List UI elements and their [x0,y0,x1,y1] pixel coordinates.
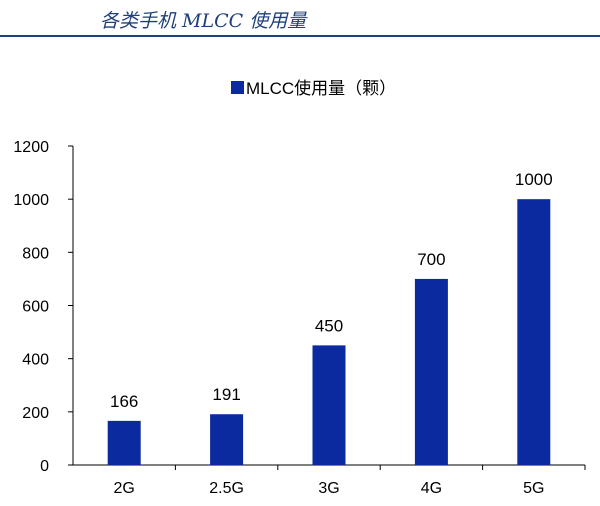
axes: 0 200 400 600 800 1000 1200 2G 2.5G 3G 4G 5G [13,139,586,497]
y-tick-label: 600 [22,299,49,316]
bar [312,345,346,465]
y-tick-label: 1000 [13,192,49,209]
bar [414,278,448,465]
page-title: 各类手机 MLCC 使用量 [100,10,307,32]
x-tick-label: 5G [523,480,544,497]
data-label: 450 [315,316,343,335]
x-tick-label: 2G [114,480,135,497]
legend: MLCC使用量（颗） [231,78,396,98]
x-tick-label: 4G [421,480,442,497]
data-label: 700 [417,250,445,269]
y-tick-label: 200 [22,405,49,422]
legend-label: MLCC使用量（颗） [246,78,396,98]
bar [210,414,244,465]
data-label: 191 [212,385,240,404]
x-tick-label: 2.5G [209,480,244,497]
data-label: 1000 [515,170,553,189]
bar [107,420,141,465]
y-tick-label: 800 [22,245,49,262]
y-tick-label: 0 [40,458,49,475]
y-tick-label: 400 [22,352,49,369]
bars: 166 191 450 700 1000 [107,170,553,465]
x-tick-label: 3G [318,480,339,497]
bar [517,199,551,465]
header-divider [0,35,600,37]
legend-swatch [231,81,244,94]
data-label: 166 [110,392,138,411]
y-tick-label: 1200 [13,139,49,156]
